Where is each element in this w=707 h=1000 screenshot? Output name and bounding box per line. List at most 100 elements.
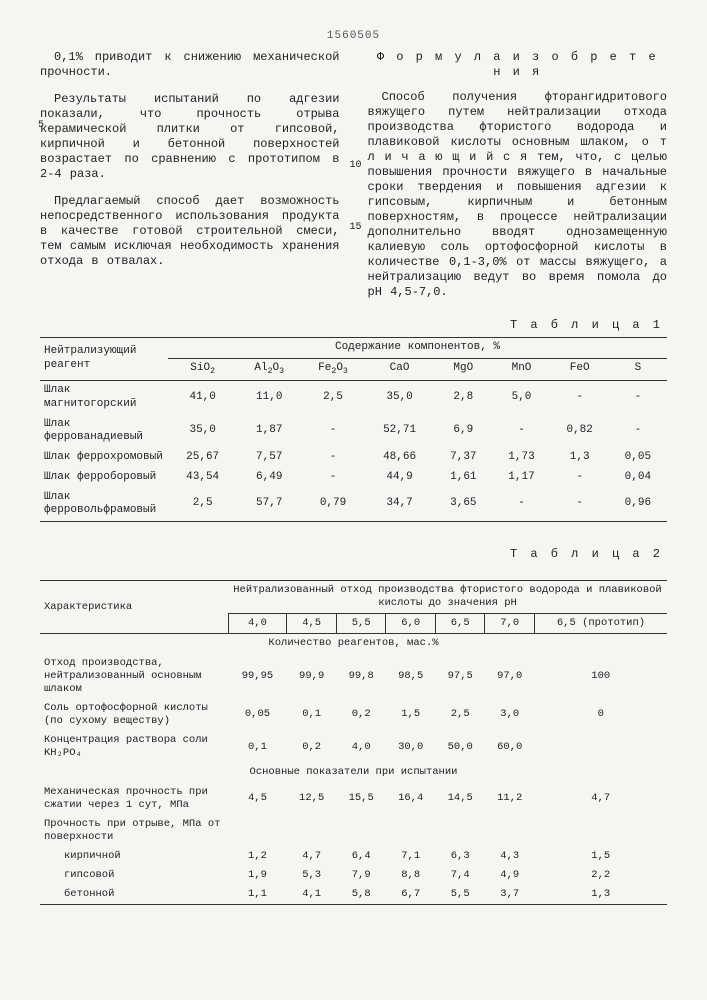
- t2-row: кирпичной1,24,76,47,16,34,31,5: [40, 847, 667, 866]
- t1-row: Шлак феррохромовый25,677,57-48,667,371,7…: [40, 448, 667, 468]
- t2-cell: 60,0: [485, 731, 535, 763]
- t2-cell: 4,5: [228, 783, 287, 815]
- t1-cell: -: [609, 381, 667, 415]
- t1-row: Шлак магнитогорский41,011,02,535,02,85,0…: [40, 381, 667, 415]
- t2-cell: 4,9: [485, 866, 535, 885]
- left-p3: Предлагаемый способ дает возможность неп…: [40, 194, 340, 269]
- t1-cell: 25,67: [168, 448, 237, 468]
- t2-cell: 7,1: [386, 847, 436, 866]
- t2-cell: 0,2: [287, 731, 337, 763]
- t2-cell: 100: [534, 654, 667, 699]
- t1-cell: 1,61: [434, 468, 492, 488]
- t1-row: Шлак ферроборовый43,546,49-44,91,611,17-…: [40, 468, 667, 488]
- t2-cell: 97,0: [485, 654, 535, 699]
- t1-cell: 0,04: [609, 468, 667, 488]
- t2-rowlabel: Механическая прочность при сжатии через …: [40, 783, 228, 815]
- t2-cell: 4,0: [336, 731, 386, 763]
- t2-cell: 12,5: [287, 783, 337, 815]
- t1-cell: 7,37: [434, 448, 492, 468]
- t1-cell: -: [551, 381, 609, 415]
- t2-cell: 6,4: [336, 847, 386, 866]
- table1: Нейтрализующий реагент Содержание компон…: [40, 337, 667, 523]
- t2-cell: 99,95: [228, 654, 287, 699]
- t1-cell: 48,66: [365, 448, 434, 468]
- t1-cell: 44,9: [365, 468, 434, 488]
- t1-cell: 0,96: [609, 488, 667, 522]
- t2-cell: 16,4: [386, 783, 436, 815]
- t2-cell: 4,3: [485, 847, 535, 866]
- two-column-text: 0,1% приводит к снижению механической пр…: [40, 50, 667, 310]
- t2-row: Соль ортофосфорной кислоты (по сухому ве…: [40, 699, 667, 731]
- t1-cell: 6,9: [434, 415, 492, 449]
- t1-c5: MnO: [492, 358, 550, 381]
- t2-row: Отход производства, нейтрализованный осн…: [40, 654, 667, 699]
- t1-cell: 2,8: [434, 381, 492, 415]
- t1-cell: 1,17: [492, 468, 550, 488]
- t2-cell: 0: [534, 699, 667, 731]
- t1-cell: 0,82: [551, 415, 609, 449]
- t2-cell: 5,5: [435, 885, 485, 905]
- t2-cell: 3,7: [485, 885, 535, 905]
- t1-c1: Al2O3: [237, 358, 301, 381]
- t1-cell: 57,7: [237, 488, 301, 522]
- table2: Характеристика Нейтрализованный отход пр…: [40, 580, 667, 906]
- t2-rowheader: Характеристика: [40, 581, 228, 634]
- t2-cell: 1,3: [534, 885, 667, 905]
- left-p2: 5 Результаты испытаний по адгезии показа…: [40, 92, 340, 182]
- t2-row: бетонной1,14,15,86,75,53,71,3: [40, 885, 667, 905]
- t1-cell: -: [551, 468, 609, 488]
- t1-rowlabel: Шлак ферровольфрамовый: [40, 488, 168, 522]
- t2-cell: 1,1: [228, 885, 287, 905]
- t1-c4: MgO: [434, 358, 492, 381]
- t1-cell: 41,0: [168, 381, 237, 415]
- t2-rowlabel: кирпичной: [40, 847, 228, 866]
- t1-c2: Fe2O3: [301, 358, 365, 381]
- t2-cell: 99,9: [287, 654, 337, 699]
- t1-cell: -: [551, 488, 609, 522]
- t1-cell: -: [301, 468, 365, 488]
- t2-rowlabel: бетонной: [40, 885, 228, 905]
- t1-c0: SiO2: [168, 358, 237, 381]
- t2-ph-col: 4,5: [287, 614, 337, 634]
- t2-cell: [534, 731, 667, 763]
- right-p1: Способ получения фторангидритового вяжущ…: [368, 90, 668, 300]
- t2-cell: 2,5: [435, 699, 485, 731]
- t1-cell: 35,0: [365, 381, 434, 415]
- t2-ph-col: 5,5: [336, 614, 386, 634]
- t2-ph-col: 6,5 (прототип): [534, 614, 667, 634]
- t2-cell: 5,8: [336, 885, 386, 905]
- t2-cell: 1,5: [386, 699, 436, 731]
- t2-cell: 50,0: [435, 731, 485, 763]
- t2-cell: 7,4: [435, 866, 485, 885]
- t2-cell: 0,1: [228, 731, 287, 763]
- t1-rowlabel: Шлак магнитогорский: [40, 381, 168, 415]
- t2-ph-col: 6,0: [386, 614, 436, 634]
- t1-cell: 1,87: [237, 415, 301, 449]
- t2-cell: 1,9: [228, 866, 287, 885]
- t1-cell: 1,73: [492, 448, 550, 468]
- t2-rowlabel: Отход производства, нейтрализованный осн…: [40, 654, 228, 699]
- t1-cell: 52,71: [365, 415, 434, 449]
- line-mark-10: 10: [350, 160, 362, 173]
- t1-cell: 34,7: [365, 488, 434, 522]
- right-column: 10 15 Ф о р м у л а и з о б р е т е н и …: [368, 50, 668, 310]
- t2-cell: 4,7: [287, 847, 337, 866]
- table1-label: Т а б л и ц а 1: [40, 318, 663, 333]
- t2-cell: 1,2: [228, 847, 287, 866]
- t1-cell: -: [609, 415, 667, 449]
- t2-cell: 99,8: [336, 654, 386, 699]
- t2-cell: 15,5: [336, 783, 386, 815]
- t1-rowlabel: Шлак феррохромовый: [40, 448, 168, 468]
- t2-ph-col: 7,0: [485, 614, 535, 634]
- t1-cell: 6,49: [237, 468, 301, 488]
- t1-c3: CaO: [365, 358, 434, 381]
- left-p2-text: Результаты испытаний по адгезии показали…: [40, 92, 340, 181]
- t1-cell: -: [301, 415, 365, 449]
- t2-cell: 98,5: [386, 654, 436, 699]
- t1-cell: 11,0: [237, 381, 301, 415]
- t1-cell: 2,5: [301, 381, 365, 415]
- t1-row: Шлак феррованадиевый35,01,87-52,716,9-0,…: [40, 415, 667, 449]
- formula-title: Ф о р м у л а и з о б р е т е н и я: [368, 50, 668, 80]
- t1-cell: 0,05: [609, 448, 667, 468]
- left-p1: 0,1% приводит к снижению механической пр…: [40, 50, 340, 80]
